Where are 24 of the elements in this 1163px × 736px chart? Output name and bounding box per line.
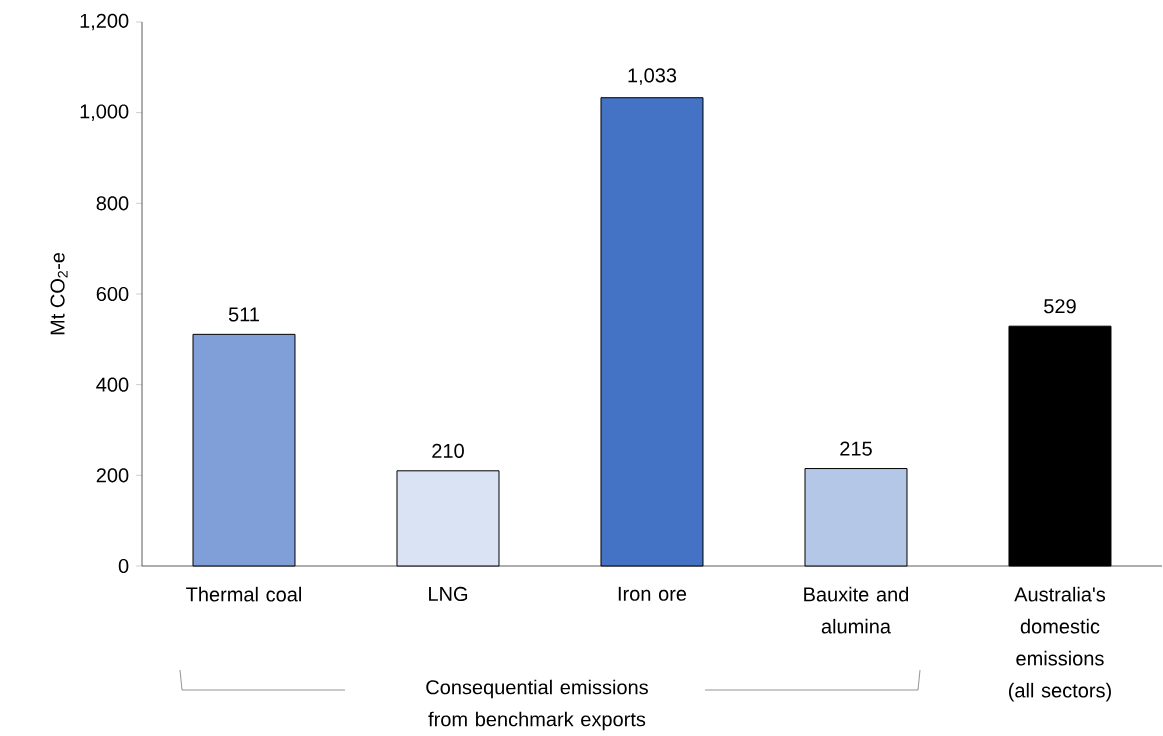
bar — [192, 333, 296, 567]
x-tick-label: Iron ore — [618, 586, 687, 601]
data-label: 511 — [228, 307, 259, 322]
data-label: 210 — [432, 443, 464, 458]
x-tick-label: LNG — [429, 586, 468, 602]
y-tick-label: 0 — [118, 558, 129, 574]
bar — [804, 468, 908, 567]
data-label: 529 — [1044, 299, 1076, 314]
y-axis-title: Mt CO$_{2}$-e — [50, 252, 68, 335]
y-tick-label: 1,200 — [80, 13, 129, 31]
x-tick-label: Thermal coal — [186, 586, 301, 602]
y-tick-label: 600 — [96, 286, 129, 302]
y-tick-label: 800 — [96, 196, 129, 211]
x-tick-label: Australia's domestic emissions (all sectors) — [1008, 586, 1111, 702]
x-tick-label: Bauxite and alumina — [804, 586, 909, 634]
y-tick-label: 400 — [96, 377, 129, 392]
data-label: 1,033 — [628, 68, 677, 85]
bar — [396, 470, 500, 567]
y-tick-label: 200 — [96, 468, 129, 483]
text: Consequential emissions from benchmark exports — [426, 679, 648, 731]
data-label: 215 — [840, 441, 872, 456]
bar — [600, 97, 704, 567]
y-tick-label: 1,000 — [80, 104, 129, 121]
bar — [1008, 325, 1112, 567]
